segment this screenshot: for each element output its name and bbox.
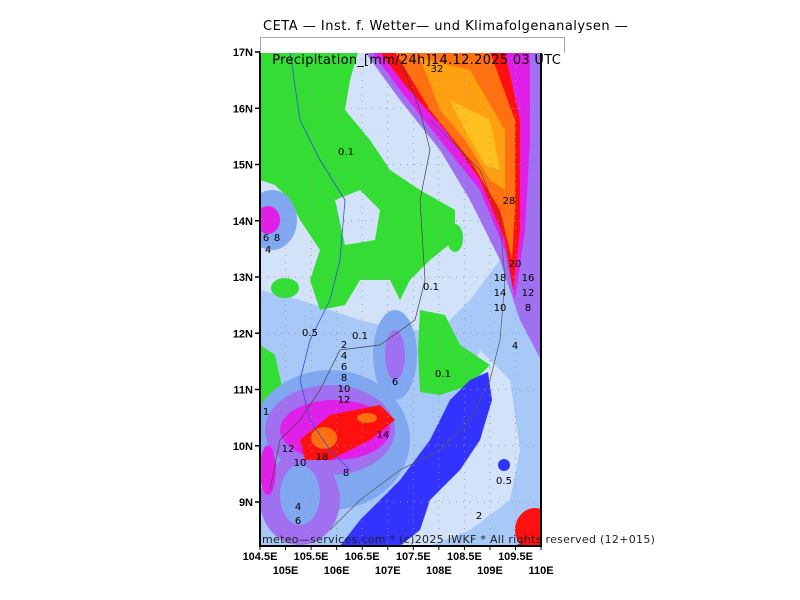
contour-label: 0.1 xyxy=(423,282,439,293)
datetime-label: 14.12.2025 03 UTC xyxy=(430,53,562,68)
contour-label: 0.1 xyxy=(352,331,368,342)
lon-tick-label: 108E xyxy=(426,565,452,577)
lat-tick-label: 14N xyxy=(233,216,253,228)
border-line xyxy=(269,59,431,491)
contour-label: 8 xyxy=(341,373,347,384)
lat-tick-label: 17N xyxy=(233,47,253,59)
contour-label: 12 xyxy=(338,395,351,406)
dry-area xyxy=(271,278,299,298)
lon-tick-label: 109E xyxy=(477,565,503,577)
unit-label: [mm/24h] xyxy=(363,53,431,68)
contour-label: 12 xyxy=(282,444,295,455)
contour-label: 16 xyxy=(522,273,535,284)
rain-area xyxy=(260,445,276,495)
chart-title: CETA — Inst. f. Wetter— und Klimafolgena… xyxy=(263,19,629,34)
contour-label: 0.5 xyxy=(496,476,512,487)
lat-lon-grid xyxy=(260,52,541,546)
contour-label: 4 xyxy=(295,502,301,513)
longitude-axis: 104.5E 105E 105.5E 106E 106.5E 107E 107.5E 108E… xyxy=(243,546,554,577)
trace-area xyxy=(335,190,380,245)
lon-tick-label: 104.5E xyxy=(243,551,278,563)
heavy-rain-area xyxy=(311,427,337,449)
lat-tick-label: 13N xyxy=(233,272,253,284)
rain-band xyxy=(450,100,500,170)
lat-tick-label: 9N xyxy=(239,497,253,509)
contour-label: 32 xyxy=(431,64,444,75)
lon-tick-label: 105.5E xyxy=(294,551,329,563)
contour-label: 6 xyxy=(263,233,269,244)
contour-label: 8 xyxy=(343,468,349,479)
contour-label: 20 xyxy=(509,259,522,270)
no-rain-area xyxy=(340,372,492,546)
contour-label: 28 xyxy=(503,196,516,207)
map-field xyxy=(260,52,541,546)
contour-label: 4 xyxy=(512,341,518,352)
dry-area xyxy=(418,310,490,395)
rain-area xyxy=(385,330,405,380)
contour-label: 4 xyxy=(265,245,271,256)
contour-label: 6 xyxy=(295,516,301,527)
lat-tick-label: 10N xyxy=(233,441,253,453)
contour-label: 10 xyxy=(338,384,351,395)
heavy-rain-area xyxy=(515,508,541,546)
coastline xyxy=(329,119,506,531)
contour-label: 14 xyxy=(494,288,507,299)
lat-tick-label: 15N xyxy=(233,160,253,172)
rain-area xyxy=(280,465,320,525)
subtitle-bar: Precipitation_[mm/24h]14.12.2025 03 UTC xyxy=(260,37,566,68)
contour-label: 6 xyxy=(341,362,347,373)
contour-label: 10 xyxy=(294,458,307,469)
latitude-axis: 17N 16N 15N 14N 13N 12N 11N 10N 9N xyxy=(233,47,260,509)
lon-tick-label: 108.5E xyxy=(447,551,482,563)
contour-label: 2 xyxy=(476,511,482,522)
lon-tick-label: 107.5E xyxy=(396,551,431,563)
contour-label: 10 xyxy=(494,303,507,314)
contour-label: 18 xyxy=(494,273,507,284)
lat-tick-label: 11N xyxy=(233,385,253,397)
contour-label: 0.1 xyxy=(435,369,451,380)
no-rain-area xyxy=(498,459,510,471)
lon-tick-label: 107E xyxy=(375,565,401,577)
lon-tick-label: 109.5E xyxy=(498,551,533,563)
lat-tick-label: 12N xyxy=(233,328,253,340)
contour-label: 8 xyxy=(525,303,531,314)
lon-tick-label: 106E xyxy=(324,565,350,577)
contour-label: 14 xyxy=(377,430,390,441)
contour-label: 8 xyxy=(274,233,280,244)
contour-label: 12 xyxy=(522,288,535,299)
dry-area xyxy=(447,224,463,252)
lon-tick-label: 110E xyxy=(529,565,554,577)
contour-label: 6 xyxy=(392,377,398,388)
variable-label: Precipitation xyxy=(272,53,358,68)
lon-tick-label: 106.5E xyxy=(345,551,380,563)
footer-credit: meteo—services.com * (c)2025 IWKF * All … xyxy=(262,533,656,546)
contour-label: 18 xyxy=(316,452,329,463)
contour-label: 1 xyxy=(263,407,269,418)
lon-tick-label: 105E xyxy=(273,565,299,577)
contour-label: 0.5 xyxy=(302,328,318,339)
river-line xyxy=(289,52,351,471)
contour-label: 0.1 xyxy=(338,147,354,158)
contour-label: 2 xyxy=(341,340,347,351)
dry-area xyxy=(260,52,455,310)
heavy-rain-area xyxy=(357,413,377,423)
contour-label: 4 xyxy=(341,351,347,362)
rain-area xyxy=(260,206,280,234)
lat-tick-label: 16N xyxy=(233,103,253,115)
